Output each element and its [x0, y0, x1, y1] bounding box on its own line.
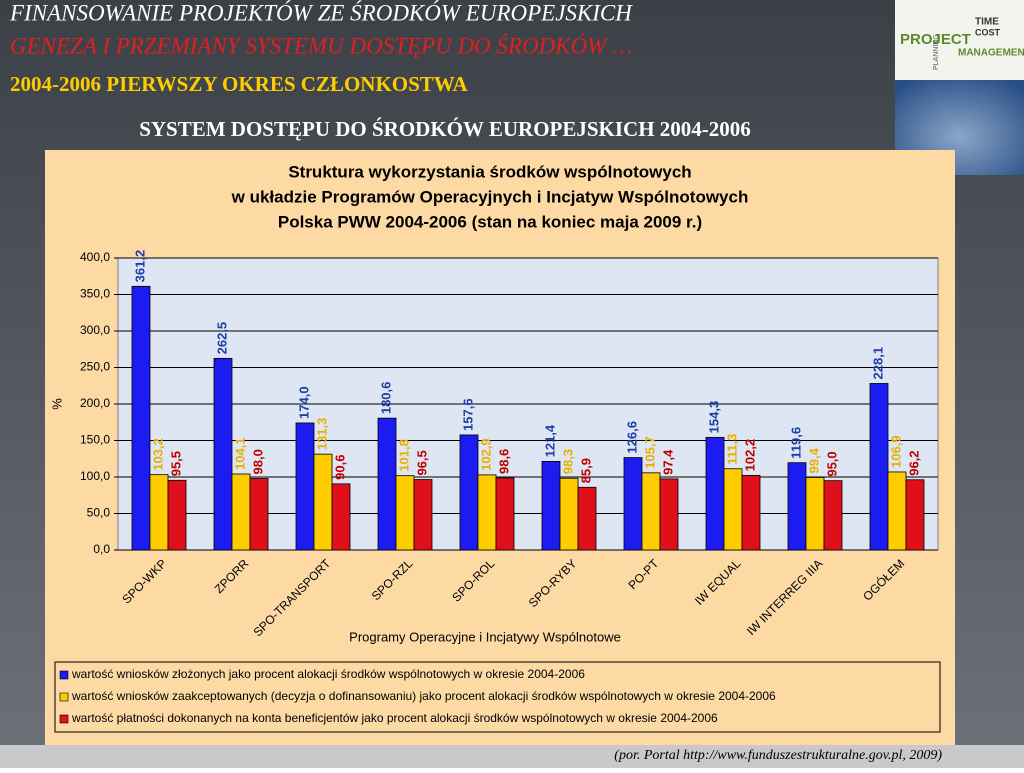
bar: [459, 434, 479, 551]
value-label: 262,5: [214, 322, 229, 355]
y-tick-label: 400,0: [80, 250, 110, 264]
bar: [149, 474, 169, 551]
bar: [295, 422, 315, 551]
bar: [787, 462, 807, 551]
logo-word: TIME: [975, 17, 999, 28]
bar: [377, 417, 397, 551]
bar: [623, 457, 643, 551]
y-tick-label: 200,0: [80, 396, 110, 410]
bar: [887, 471, 907, 551]
value-label: 96,2: [906, 450, 921, 475]
bar: [313, 453, 333, 551]
bar: [641, 472, 661, 551]
logo-word: PROJECT: [900, 31, 971, 48]
legend-swatch: [59, 692, 69, 702]
legend-box: [54, 661, 941, 733]
y-tick-label: 100,0: [80, 469, 110, 483]
bar: [723, 468, 743, 551]
legend-label: wartość wniosków złożonych jako procent …: [71, 667, 585, 681]
value-label: 174,0: [296, 386, 311, 419]
chart-title: w układzie Programów Operacyjnych i Incj…: [231, 187, 749, 206]
y-axis-title: %: [49, 398, 64, 410]
value-label: 103,2: [150, 438, 165, 471]
bar: [213, 357, 233, 551]
y-tick-label: 150,0: [80, 433, 110, 447]
chart-title: Struktura wykorzystania środków wspólnot…: [288, 162, 691, 181]
logo: PROJECT MANAGEMENT TIME COST PLANNING: [895, 0, 1024, 175]
header-line: GENEZA I PRZEMIANY SYSTEMU DOSTĘPU DO ŚR…: [10, 32, 633, 58]
y-tick-label: 50,0: [87, 506, 111, 520]
logo-word: PLANNING: [933, 34, 940, 70]
bar: [541, 460, 561, 551]
value-label: 154,3: [706, 401, 721, 434]
section-title: SYSTEM DOSTĘPU DO ŚRODKÓW EUROPEJSKICH 2…: [139, 117, 751, 141]
bar: [741, 474, 761, 551]
value-label: 180,6: [378, 382, 393, 415]
logo-word: COST: [975, 27, 1001, 37]
y-tick-label: 0,0: [93, 542, 110, 556]
chart-title: Polska PWW 2004-2006 (stan na koniec maj…: [278, 212, 702, 231]
value-label: 95,5: [168, 451, 183, 476]
legend-label: wartość płatności dokonanych na konta be…: [71, 711, 718, 725]
bar: [705, 436, 725, 551]
header-line: 2004-2006 PIERWSZY OKRES CZŁONKOSTWA: [10, 72, 468, 96]
value-label: 95,0: [824, 451, 839, 476]
value-label: 131,3: [314, 418, 329, 451]
bar: [167, 479, 187, 551]
value-label: 102,9: [478, 438, 493, 471]
value-label: 96,5: [414, 450, 429, 475]
value-label: 121,4: [542, 424, 557, 457]
y-tick-label: 250,0: [80, 360, 110, 374]
x-axis-title: Programy Operacyjne i Incjatywy Wspólnot…: [349, 629, 621, 644]
value-label: 111,3: [724, 434, 739, 465]
legend-swatch: [59, 714, 69, 724]
y-tick-label: 300,0: [80, 323, 110, 337]
bar: [869, 383, 889, 551]
value-label: 126,6: [624, 421, 639, 454]
footer-strip: [0, 745, 1024, 768]
header-line: FINANSOWANIE PROJEKTÓW ZE ŚRODKÓW EUROPE…: [9, 0, 633, 25]
value-label: 102,2: [742, 439, 757, 472]
bar: [331, 483, 351, 551]
bar: [131, 285, 151, 551]
value-label: 90,6: [332, 455, 347, 480]
value-label: 106,9: [888, 435, 903, 468]
value-label: 104,1: [232, 437, 247, 470]
value-label: 157,6: [460, 398, 475, 431]
value-label: 228,1: [870, 347, 885, 380]
value-label: 85,9: [578, 458, 593, 483]
bar: [905, 479, 925, 551]
value-label: 98,6: [496, 449, 511, 474]
value-label: 97,4: [660, 449, 675, 475]
y-tick-label: 350,0: [80, 287, 110, 301]
value-label: 98,0: [250, 449, 265, 474]
bar: [659, 478, 679, 551]
value-label: 101,8: [396, 439, 411, 472]
bar: [823, 480, 843, 551]
legend-swatch: [59, 670, 69, 680]
value-label: 99,4: [806, 447, 821, 473]
bar: [495, 477, 515, 551]
bar: [477, 474, 497, 551]
logo-box: [895, 0, 1024, 80]
value-label: 105,7: [642, 436, 657, 469]
bar: [413, 479, 433, 551]
bar: [577, 486, 597, 551]
value-label: 361,2: [132, 250, 147, 283]
value-label: 98,3: [560, 449, 575, 474]
bar: [395, 475, 415, 551]
value-label: 119,6: [788, 427, 803, 459]
bar: [559, 477, 579, 551]
legend-label: wartość wniosków zaakceptowanych (decyzj…: [71, 689, 776, 703]
bar: [805, 477, 825, 551]
source: (por. Portal http://www.funduszestruktur…: [614, 748, 942, 763]
logo-word: MANAGEMENT: [958, 48, 1024, 59]
bar: [249, 478, 269, 551]
bar: [231, 473, 251, 551]
